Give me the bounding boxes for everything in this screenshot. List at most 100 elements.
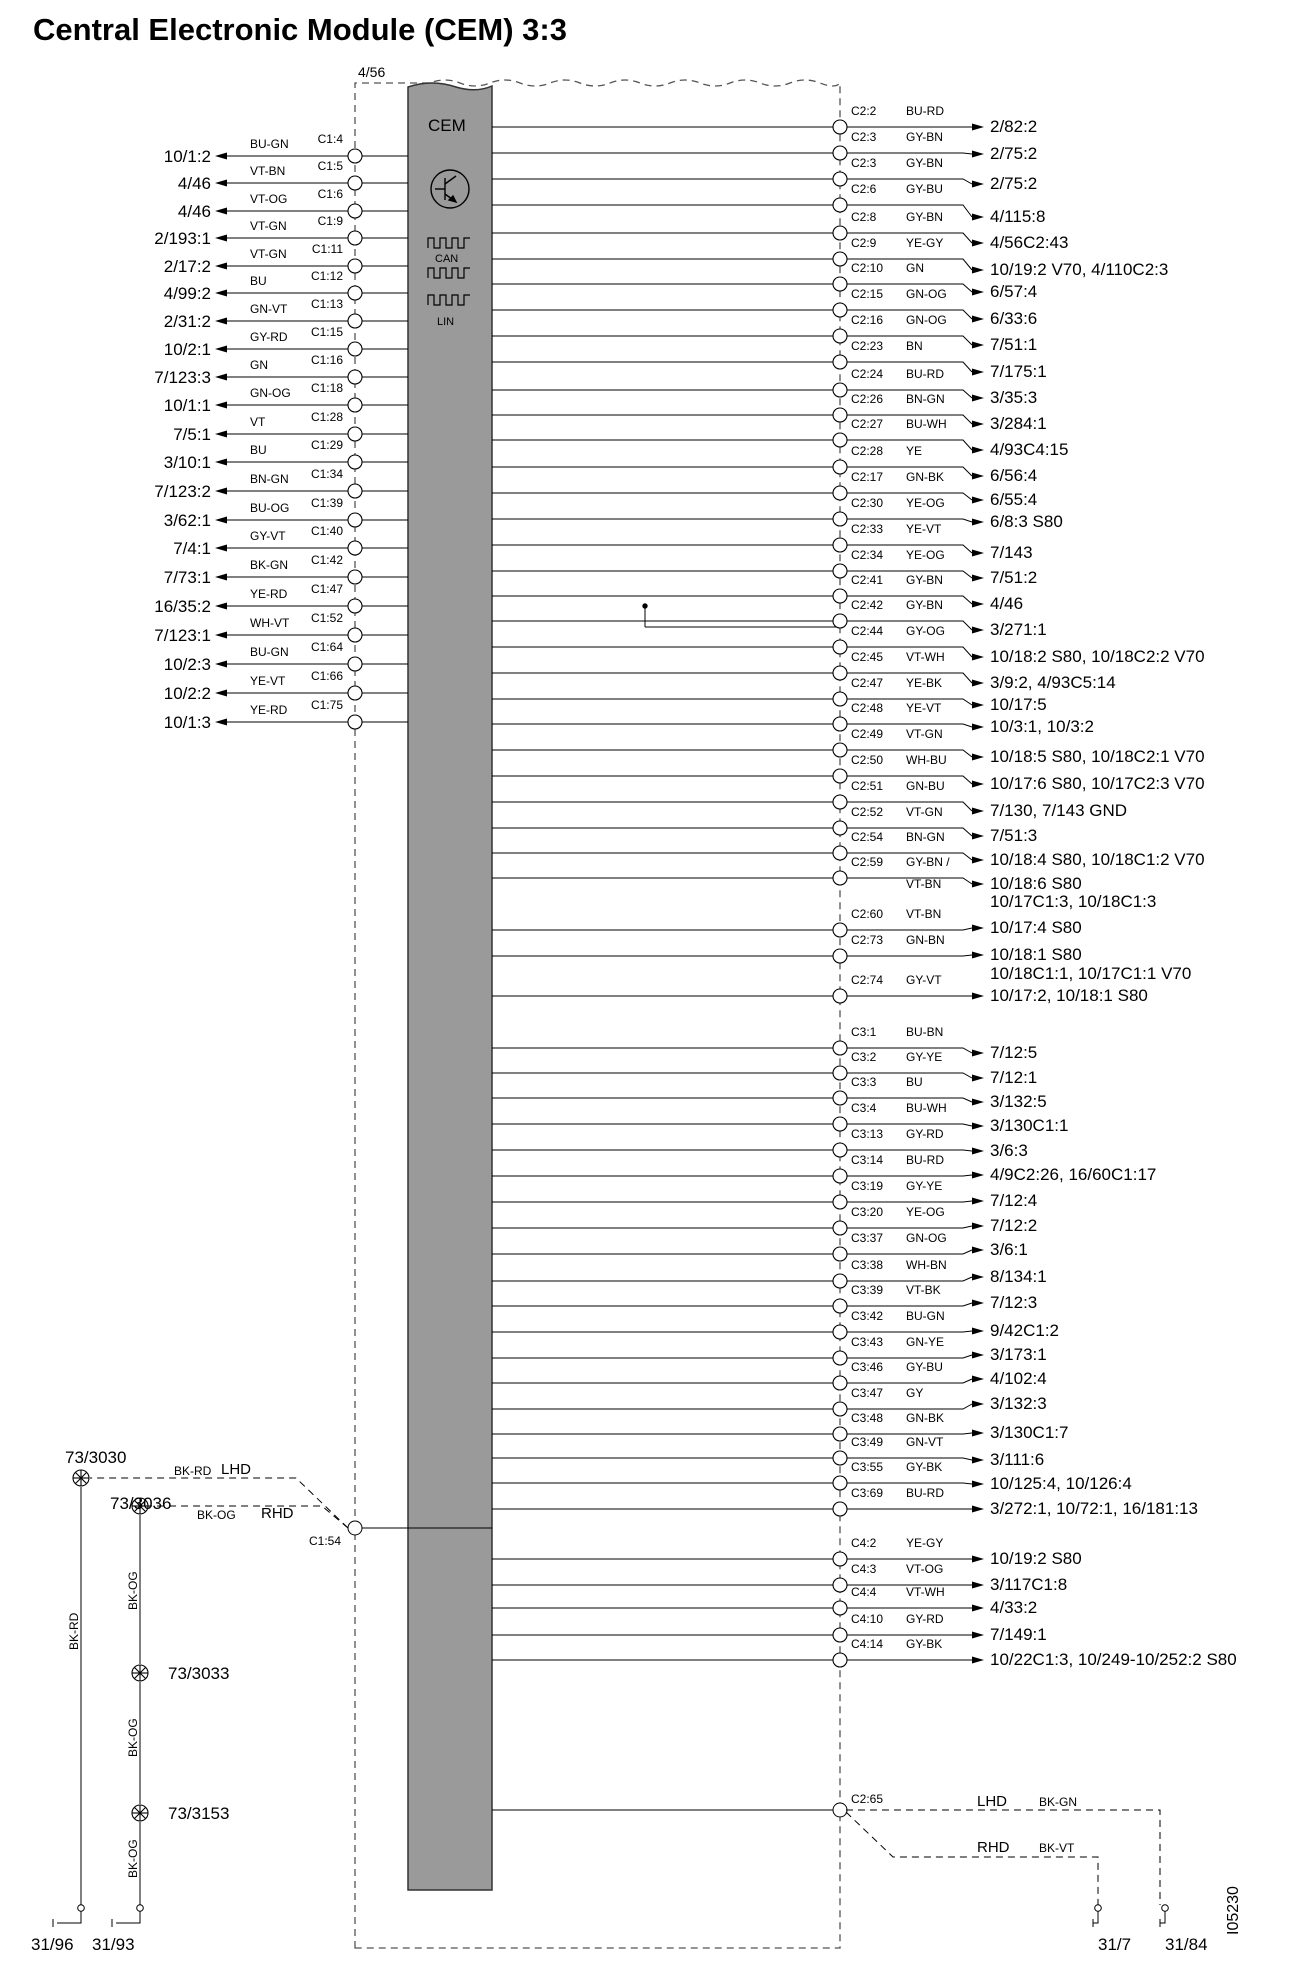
pin-label: C2:6 <box>851 182 877 196</box>
pin-label: C3:38 <box>851 1258 883 1272</box>
wire-color-label: GY-RD <box>250 330 288 344</box>
wire-line <box>847 178 973 185</box>
pin-label: C2:52 <box>851 805 883 819</box>
arrow-icon <box>972 1246 984 1254</box>
pin-label: C3:20 <box>851 1205 883 1219</box>
destination-label: 2/193:1 <box>154 229 211 248</box>
connector-pin <box>347 369 363 385</box>
connector-pin <box>347 656 363 672</box>
connector-pin <box>832 511 848 527</box>
wire-line <box>847 1330 973 1333</box>
module-outline <box>354 79 841 1949</box>
wire-color-label: GN-OG <box>250 386 291 400</box>
destination-label: 3/9:2, 4/93C5:14 <box>990 673 1116 692</box>
destination-label: 7/12:4 <box>990 1191 1037 1210</box>
destination-label: 10/17:2, 10/18:1 S80 <box>990 986 1148 1005</box>
connector-pin <box>832 1273 848 1289</box>
arrow-icon <box>972 1456 984 1464</box>
wire-color-label: YE-VT <box>906 701 942 715</box>
destination-label: 4/46 <box>178 202 211 221</box>
pin-label: C2:17 <box>851 470 883 484</box>
wire-line <box>847 283 973 293</box>
arrow-icon <box>972 1273 984 1281</box>
destination-label: 7/123:1 <box>154 626 211 645</box>
pin-label: C2:74 <box>851 973 883 987</box>
connector-pin <box>832 948 848 964</box>
pin-label: C1:16 <box>311 353 343 367</box>
destination-label: 6/57:4 <box>990 282 1037 301</box>
wire-line <box>847 775 973 785</box>
arrow-icon <box>972 266 984 274</box>
wire-line <box>847 361 973 373</box>
connector-pin <box>832 1652 848 1668</box>
pin-label: C2:10 <box>851 261 883 275</box>
pin-label: C1:42 <box>311 553 343 567</box>
arrow-icon <box>215 207 227 215</box>
pin-label: C1:13 <box>311 297 343 311</box>
connector-pin <box>832 225 848 241</box>
pin-label: C1:75 <box>311 698 343 712</box>
pin-label: C2:47 <box>851 676 883 690</box>
wire-line <box>847 1302 973 1307</box>
arrow-icon <box>972 1555 984 1563</box>
connector-pin <box>832 1220 848 1236</box>
wire-line <box>847 335 973 346</box>
connector-pin <box>347 313 363 329</box>
connector-pin <box>832 613 848 629</box>
connector-pin <box>832 407 848 423</box>
arrow-icon <box>972 1122 984 1130</box>
pin-label: C3:13 <box>851 1127 883 1141</box>
wire-line <box>847 1249 973 1255</box>
wire-color-label: VT-BN <box>906 877 941 891</box>
destination-label: 3/272:1, 10/72:1, 16/181:13 <box>990 1499 1198 1518</box>
connector-pin <box>347 203 363 219</box>
wire-line <box>847 620 973 631</box>
destination-label: 7/130, 7/143 GND <box>990 801 1127 820</box>
destination-label: 10/2:2 <box>164 684 211 703</box>
destination-label: 7/51:2 <box>990 568 1037 587</box>
wire-line <box>847 723 973 728</box>
connector-pin <box>832 432 848 448</box>
connector-pin <box>347 512 363 528</box>
connector-pin <box>832 276 848 292</box>
wire-line <box>847 1225 973 1229</box>
connector-pin <box>347 341 363 357</box>
connector-pin <box>347 175 363 191</box>
connector-pin <box>832 563 848 579</box>
pin-label: C1:5 <box>318 159 344 173</box>
arrow-icon <box>215 660 227 668</box>
page-title: Central Electronic Module (CEM) 3:3 <box>33 12 567 47</box>
arrow-icon <box>215 401 227 409</box>
wire-line <box>847 466 973 477</box>
pin-label: C1:40 <box>311 524 343 538</box>
wire-color-label: BU-GN <box>250 137 289 151</box>
pin-label: C1:15 <box>311 325 343 339</box>
splice-label: 73/3036 <box>110 1494 171 1513</box>
connector-pin <box>832 119 848 135</box>
pin-label: C1:11 <box>312 242 343 256</box>
wire-color-label: BU-WH <box>906 1101 947 1115</box>
pin-label: C3:42 <box>851 1309 883 1323</box>
destination-label: 10/22C1:3, 10/249-10/252:2 S80 <box>990 1650 1237 1669</box>
wire-color-label: GN-OG <box>906 287 947 301</box>
arrow-icon <box>972 518 984 526</box>
pin-label: C2:27 <box>851 417 883 431</box>
wire-color-label: GN-OG <box>906 313 947 327</box>
wire-color-label: GY-OG <box>906 624 945 638</box>
pin-label: C2:23 <box>851 339 883 353</box>
wire-color-label: GY-RD <box>906 1612 944 1626</box>
connector-pin <box>832 197 848 213</box>
arrow-icon <box>972 288 984 296</box>
wire-color-label: GN-OG <box>906 1231 947 1245</box>
arrow-icon <box>972 123 984 131</box>
wire-color-label: BN-GN <box>906 830 945 844</box>
destination-label: 2/75:2 <box>990 144 1037 163</box>
wire-color-label: GY-VT <box>906 973 942 987</box>
destination-label: 10/17:4 S80 <box>990 918 1082 937</box>
destination-label: 3/6:3 <box>990 1141 1028 1160</box>
vertical-wire-label: BK-OG <box>126 1571 140 1610</box>
wire-line <box>847 698 973 706</box>
wire-color-label: GN-BK <box>906 1411 944 1425</box>
destination-label: 10/18C1:1, 10/17C1:1 V70 <box>990 964 1191 983</box>
ground-label: 31/7 <box>1098 1935 1131 1954</box>
